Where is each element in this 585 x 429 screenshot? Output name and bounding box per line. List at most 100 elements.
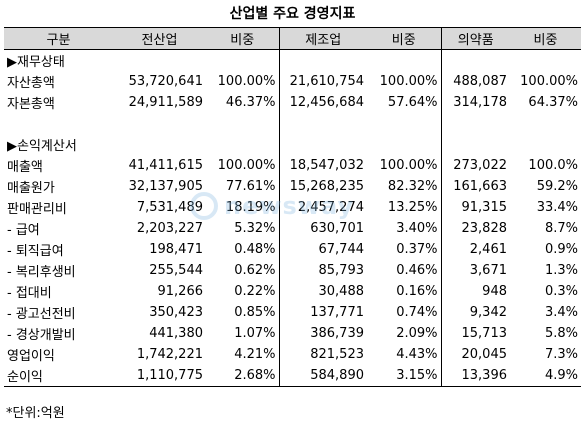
value-cell: 13,396 bbox=[440, 365, 510, 387]
value-cell: 2.09% bbox=[396, 326, 438, 341]
value-cell: 21,610,754 bbox=[278, 71, 367, 92]
section-title: ▶손익계산서 bbox=[7, 139, 77, 154]
value-cell: 77.61% bbox=[225, 179, 276, 194]
value-cell: 100.00% bbox=[379, 158, 438, 173]
empty-cell bbox=[278, 113, 367, 134]
value-cell: 0.16% bbox=[396, 284, 438, 299]
empty-cell bbox=[278, 134, 367, 155]
empty-cell bbox=[206, 50, 279, 72]
row-label: 영업이익 bbox=[7, 349, 55, 364]
header-cell: 구분 bbox=[4, 27, 113, 50]
empty-cell bbox=[440, 49, 510, 71]
section-title-row: ▶재무상태 bbox=[4, 49, 581, 72]
empty-cell bbox=[440, 113, 510, 134]
value-cell: 1,742,221 bbox=[136, 347, 203, 362]
value-cell: 30,488 bbox=[278, 281, 367, 302]
table-row: - 복리후생비 255,544 0.62% 85,793 0.46% 3,671 1.3% bbox=[4, 260, 581, 281]
table-body: ▶재무상태 자산총액 53,720,641 100.00% 21,610,754 100.… bbox=[4, 49, 581, 387]
value-cell: 82.32% bbox=[387, 179, 438, 194]
table-row: - 접대비 91,266 0.22% 30,488 0.16% 948 0.3% bbox=[4, 281, 581, 302]
value-cell: 0.62% bbox=[234, 263, 276, 278]
table-row: - 경상개발비 441,380 1.07% 386,739 2.09% 15,713 5.8… bbox=[4, 323, 581, 344]
value-cell: 0.85% bbox=[234, 305, 276, 320]
header-cell: 전산업 bbox=[113, 27, 206, 50]
value-cell: 0.22% bbox=[234, 284, 276, 299]
empty-cell bbox=[367, 50, 441, 72]
value-cell: 198,471 bbox=[149, 242, 203, 257]
value-cell: 0.3% bbox=[544, 284, 578, 299]
value-cell: 91,315 bbox=[440, 197, 510, 218]
empty-cell bbox=[4, 113, 113, 134]
value-cell: 350,423 bbox=[149, 305, 203, 320]
value-cell: 15,268,235 bbox=[278, 176, 367, 197]
value-cell: 4.21% bbox=[234, 347, 276, 362]
value-cell: 13.25% bbox=[387, 200, 438, 215]
value-cell: 0.74% bbox=[396, 305, 438, 320]
value-cell: 100.0% bbox=[528, 158, 578, 173]
header-row: 구분 전산업 비중 제조업 비중 의약품 비중 bbox=[4, 27, 581, 50]
value-cell: 1.07% bbox=[234, 326, 276, 341]
value-cell: 7,531,489 bbox=[136, 200, 203, 215]
table-row: 영업이익 1,742,221 4.21% 821,523 4.43% 20,045 7.3% bbox=[4, 344, 581, 365]
value-cell: 24,911,589 bbox=[128, 95, 203, 110]
value-cell: 1,110,775 bbox=[113, 365, 206, 387]
value-cell: 2.68% bbox=[206, 365, 279, 387]
value-cell: 64.37% bbox=[528, 95, 578, 110]
value-cell: 0.9% bbox=[544, 242, 578, 257]
value-cell: 18.19% bbox=[225, 200, 276, 215]
value-cell: 18,547,032 bbox=[278, 155, 367, 176]
value-cell: 255,544 bbox=[149, 263, 203, 278]
value-cell: 5.8% bbox=[544, 326, 578, 341]
row-label: - 광고선전비 bbox=[7, 307, 76, 322]
empty-cell bbox=[367, 134, 441, 155]
value-cell: 57.64% bbox=[387, 95, 438, 110]
empty-cell bbox=[510, 134, 581, 155]
table-row: 순이익 1,110,775 2.68% 584,890 3.15% 13,396 4.9% bbox=[4, 365, 581, 387]
value-cell: 161,663 bbox=[440, 176, 510, 197]
value-cell: 821,523 bbox=[278, 344, 367, 365]
value-cell: 53,720,641 bbox=[128, 74, 203, 89]
value-cell: 23,828 bbox=[440, 218, 510, 239]
empty-cell bbox=[113, 113, 206, 134]
header-cell: 비중 bbox=[206, 27, 279, 50]
row-label: 자본총액 bbox=[7, 97, 55, 112]
row-label: - 경상개발비 bbox=[7, 328, 76, 343]
value-cell: 12,456,684 bbox=[278, 92, 367, 113]
value-cell: 0.46% bbox=[396, 263, 438, 278]
value-cell: 100.00% bbox=[217, 74, 276, 89]
value-cell: 32,137,905 bbox=[128, 179, 203, 194]
value-cell: 948 bbox=[440, 281, 510, 302]
empty-cell bbox=[206, 113, 279, 134]
value-cell: 3.15% bbox=[367, 365, 441, 387]
table-row: - 광고선전비 350,423 0.85% 137,771 0.74% 9,342 3.4% bbox=[4, 302, 581, 323]
value-cell: 59.2% bbox=[536, 179, 578, 194]
section-title: ▶재무상태 bbox=[7, 55, 65, 70]
value-cell: 2,461 bbox=[440, 239, 510, 260]
value-cell: 85,793 bbox=[278, 260, 367, 281]
table-row: 판매관리비 7,531,489 18.19% 2,457,274 13.25% 91,31… bbox=[4, 197, 581, 218]
value-cell: 41,411,615 bbox=[128, 158, 203, 173]
value-cell: 100.00% bbox=[379, 74, 438, 89]
spacer-row bbox=[4, 113, 581, 134]
table-row: 매출액 41,411,615 100.00% 18,547,032 100.00% 273… bbox=[4, 155, 581, 176]
header-cell: 비중 bbox=[510, 27, 581, 50]
value-cell: 100.00% bbox=[520, 74, 578, 89]
value-cell: 0.48% bbox=[234, 242, 276, 257]
value-cell: 3,671 bbox=[440, 260, 510, 281]
value-cell: 8.7% bbox=[544, 221, 578, 236]
value-cell: 3.40% bbox=[396, 221, 438, 236]
value-cell: 2,457,274 bbox=[278, 197, 367, 218]
header-cell: 제조업 bbox=[278, 27, 367, 50]
value-cell: 0.37% bbox=[396, 242, 438, 257]
table-row: - 급여 2,203,227 5.32% 630,701 3.40% 23,828 8.7% bbox=[4, 218, 581, 239]
table-row: 매출원가 32,137,905 77.61% 15,268,235 82.32% 161,… bbox=[4, 176, 581, 197]
value-cell: 1.3% bbox=[544, 263, 578, 278]
value-cell: 15,713 bbox=[440, 323, 510, 344]
value-cell: 4.9% bbox=[510, 365, 581, 387]
value-cell: 3.4% bbox=[544, 305, 578, 320]
empty-cell bbox=[206, 134, 279, 155]
value-cell: 273,022 bbox=[440, 155, 510, 176]
unit-footnote: *단위:억원 bbox=[6, 406, 65, 421]
row-label: 자산총액 bbox=[7, 76, 55, 91]
empty-cell bbox=[510, 113, 581, 134]
